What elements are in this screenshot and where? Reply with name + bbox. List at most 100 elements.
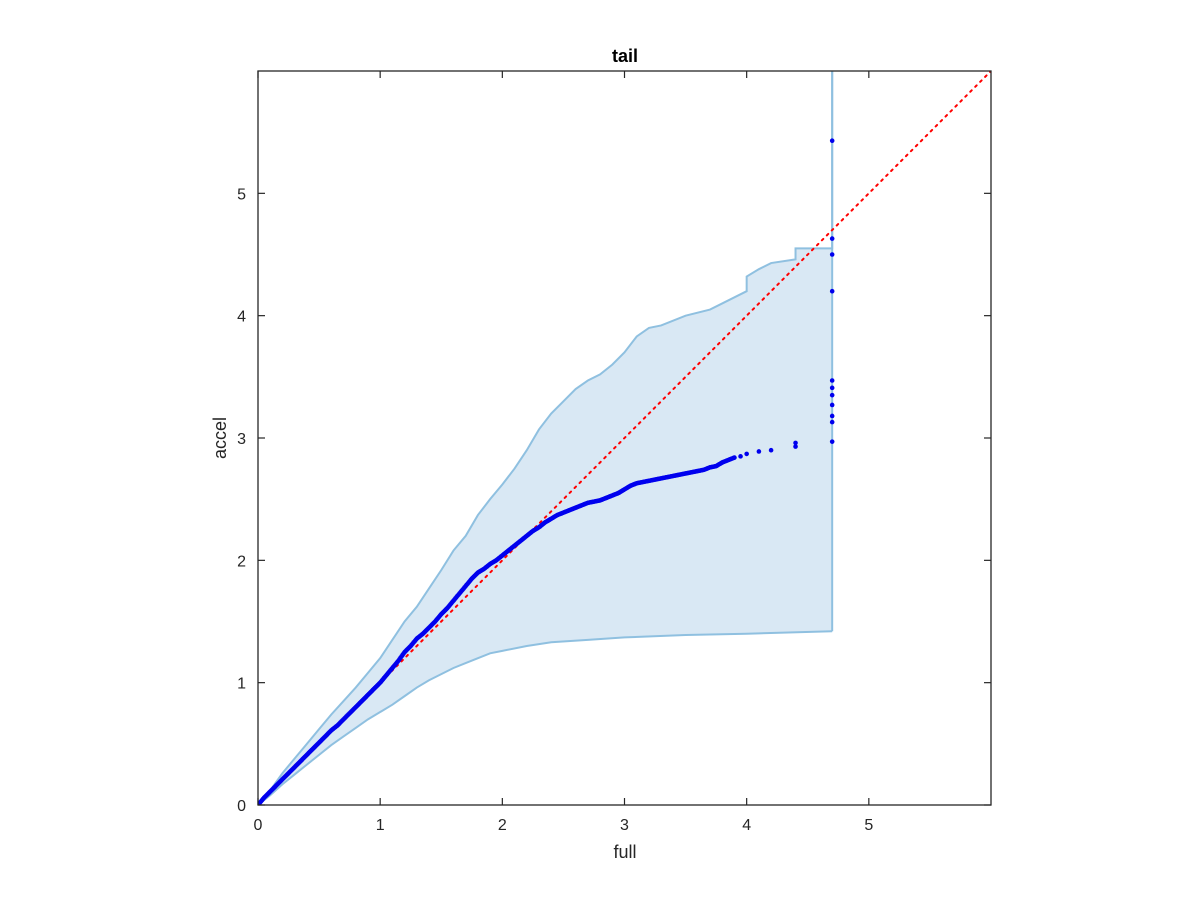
data-point [518,538,523,544]
data-point [829,413,835,419]
data-point [402,649,407,655]
data-point [530,528,536,534]
x-tick-label: 0 [254,817,263,834]
data-point [640,479,646,485]
data-point [738,454,743,459]
data-point [829,378,835,383]
data-point [542,520,548,525]
data-point [310,746,316,752]
data-point [555,512,560,518]
data-point [622,487,627,492]
data-point [487,561,493,567]
y-tick-label: 0 [237,798,246,815]
data-point [616,490,621,496]
data-point [316,740,322,745]
x-tick-label: 4 [742,817,751,834]
data-point [267,789,273,794]
data-point [512,543,517,548]
data-point [609,493,615,498]
data-point [469,576,475,581]
data-point [683,471,688,476]
data-point [500,553,505,558]
data-point [426,625,432,630]
x-axis-label: full [613,842,636,862]
data-point [793,444,798,449]
x-tick-label: 2 [498,817,507,834]
data-point [524,533,530,539]
data-point [457,591,462,596]
data-point [646,478,652,484]
data-point [829,392,835,398]
data-point [701,467,707,473]
data-point [634,480,640,486]
data-point [274,783,279,788]
data-point [591,499,597,504]
data-point [793,440,798,446]
data-point [506,548,511,553]
data-point [744,451,749,457]
data-point [298,758,304,764]
data-point [408,643,414,649]
data-point [432,619,438,624]
data-point [396,658,401,663]
plot-area [258,71,991,805]
data-point [383,673,389,678]
data-point [829,252,835,257]
data-point [726,457,731,463]
data-point [371,686,377,692]
y-tick-label: 4 [237,309,246,326]
data-point [652,477,658,482]
chart-title: tail [612,46,638,66]
data-point [414,636,420,641]
y-axis-label: accel [210,417,230,459]
data-point [603,495,609,501]
data-point [829,419,835,425]
data-point [481,566,487,572]
data-point [365,692,371,698]
data-point [304,752,310,758]
data-point [829,236,835,241]
data-point [573,505,578,511]
data-point [335,723,340,728]
data-point [732,455,737,460]
data-point [292,764,297,770]
data-point [664,474,670,480]
data-point [280,777,285,782]
data-point [829,439,835,444]
data-point [671,473,676,479]
y-tick-label: 2 [237,553,246,570]
data-point [658,476,664,481]
reference-line [258,71,991,805]
data-point [420,631,426,637]
band-lower-edge [258,630,833,805]
data-point [768,447,774,453]
data-point [707,465,713,470]
data-point [628,483,633,489]
data-point [829,385,835,391]
data-point [548,516,554,522]
data-point [536,525,542,530]
data-point [451,598,456,604]
data-point [561,510,566,515]
data-point [329,728,334,733]
data-point [695,468,701,474]
data-point [359,698,365,704]
data-point [493,558,499,563]
data-point [390,665,395,671]
y-tick-label: 5 [237,186,246,203]
data-point [445,605,450,611]
data-point [829,138,835,144]
data-point [677,472,682,478]
data-point [567,507,572,513]
data-point [579,502,585,508]
data-point [286,770,291,776]
x-tick-label: 1 [376,817,385,834]
data-point [347,710,352,716]
plot-content [258,71,991,805]
data-point [585,500,591,506]
data-point [475,570,481,575]
data-point [756,449,762,454]
data-point [689,469,694,475]
ticks: 0 1 2 3 4 5 0 1 2 3 4 5 [237,71,991,834]
